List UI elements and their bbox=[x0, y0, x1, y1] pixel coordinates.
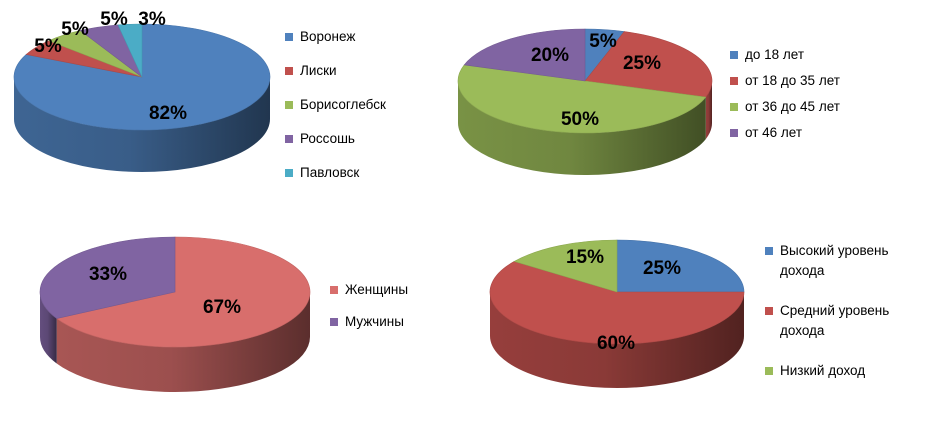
legend-item-slice-1: Мужчины bbox=[330, 314, 404, 329]
legend-label: Высокий уровень дохода bbox=[780, 243, 889, 278]
legend-item-slice-2: Низкий доход bbox=[765, 363, 865, 378]
legend-label: от 36 до 45 лет bbox=[745, 99, 840, 114]
legend-label: Лиски bbox=[300, 63, 337, 78]
legend-swatch bbox=[765, 247, 773, 255]
data-label-slice-2: 15% bbox=[566, 247, 604, 268]
legend-label: от 18 до 35 лет bbox=[745, 73, 840, 88]
data-label-slice-2: 5% bbox=[61, 19, 89, 40]
data-label-slice-1: 33% bbox=[89, 264, 127, 285]
pie-2-sides bbox=[458, 81, 712, 176]
pie-chart-2: 5% 25% 50% 20% до 18 лет от 18 до 35 лет от 36… bbox=[457, 28, 840, 176]
pie-chart-1: 82%5%5% 5% 3%ВоронежЛискиБорисоглебскРоссо… bbox=[13, 9, 386, 180]
legend-swatch bbox=[285, 67, 293, 75]
legend-item-18: до 18 лет bbox=[730, 47, 804, 62]
legend-item-36-45: от 36 до 45 лет bbox=[730, 99, 840, 114]
pie-slice-slice-0 bbox=[13, 23, 271, 131]
slice-side-slice-1 bbox=[490, 292, 744, 388]
legend-label: Низкий доход bbox=[780, 363, 865, 378]
slice-side-slice-0 bbox=[56, 292, 311, 393]
legend-swatch bbox=[765, 307, 773, 315]
pie-chart-3: 67% 33% Женщины Мужчины bbox=[39, 236, 408, 393]
legend-swatch bbox=[285, 135, 293, 143]
slice-side-36-45 bbox=[458, 81, 706, 176]
pie-slice-46 bbox=[463, 28, 586, 82]
legend-label: Средний уровень дохода bbox=[780, 303, 889, 338]
legend-1: Воронеж Лиски Борисоглебск Россошь Павловск bbox=[285, 29, 386, 180]
pie-1-sides bbox=[14, 77, 270, 172]
legend-item-slice-0: Воронеж bbox=[285, 29, 355, 44]
legend-swatch bbox=[330, 286, 338, 294]
legend-label: до 18 лет bbox=[745, 47, 804, 62]
slice-side-slice-0 bbox=[14, 77, 270, 172]
pie-slice-18-35 bbox=[584, 31, 713, 98]
legend-item-46: от 46 лет bbox=[730, 125, 802, 140]
data-label-slice-1: 5% bbox=[34, 36, 62, 57]
data-label-slice-0: 67% bbox=[203, 297, 241, 318]
legend-item-slice-1: Средний уровень дохода bbox=[765, 303, 889, 338]
legend-swatch bbox=[730, 77, 738, 85]
legend-swatch bbox=[285, 101, 293, 109]
pie-slice-slice-2 bbox=[513, 239, 618, 293]
legend-swatch bbox=[730, 51, 738, 59]
legend-label: от 46 лет bbox=[745, 125, 802, 140]
legend-2: до 18 лет от 18 до 35 лет от 36 до 45 лет о… bbox=[730, 47, 840, 140]
legend-swatch bbox=[330, 318, 338, 326]
pie-chart-4: 25% 60% 15% Высокий уровень дохода Средний ур… bbox=[489, 239, 889, 388]
legend-4: Высокий уровень дохода Средний уровень дохо… bbox=[765, 243, 889, 378]
pie-slice-slice-4 bbox=[117, 23, 143, 78]
legend-swatch bbox=[285, 169, 293, 177]
legend-label: Павловск bbox=[300, 165, 359, 180]
pie-slice-slice-0 bbox=[616, 239, 745, 293]
legend-swatch bbox=[730, 129, 738, 137]
legend-label: Мужчины bbox=[345, 314, 404, 329]
data-label-slice-0: 82% bbox=[149, 103, 187, 124]
legend-item-slice-2: Борисоглебск bbox=[285, 97, 386, 112]
pie-slice-36-45 bbox=[457, 64, 707, 134]
pie-3-sides bbox=[40, 292, 311, 393]
data-label-slice-0: 25% bbox=[643, 258, 681, 279]
legend-item-18-35: от 18 до 35 лет bbox=[730, 73, 840, 88]
legend-item-slice-1: Лиски bbox=[285, 63, 337, 78]
pie-slice-slice-1 bbox=[39, 236, 176, 319]
data-label-slice-1: 60% bbox=[597, 333, 635, 354]
legend-label: Борисоглебск bbox=[300, 97, 386, 112]
legend-item-slice-0: Женщины bbox=[330, 282, 408, 297]
data-label-18-35: 25% bbox=[623, 53, 661, 74]
legend-item-slice-4: Павловск bbox=[285, 165, 359, 180]
legend-item-slice-0: Высокий уровень дохода bbox=[765, 243, 889, 278]
legend-item-slice-3: Россошь bbox=[285, 131, 355, 146]
legend-label: Воронеж bbox=[300, 29, 355, 44]
legend-3: Женщины Мужчины bbox=[330, 282, 408, 329]
slice-side-18-35 bbox=[705, 81, 712, 140]
data-label-18: 5% bbox=[589, 31, 617, 52]
legend-swatch bbox=[765, 367, 773, 375]
legend-swatch bbox=[285, 33, 293, 41]
data-label-slice-3: 5% bbox=[100, 9, 128, 30]
slice-side-slice-1 bbox=[40, 292, 57, 364]
data-label-46: 20% bbox=[531, 45, 569, 66]
legend-label: Россошь bbox=[300, 131, 355, 146]
legend-swatch bbox=[730, 103, 738, 111]
legend-label: Женщины bbox=[345, 282, 408, 297]
pie-slice-slice-1 bbox=[489, 261, 745, 345]
pie-slice-slice-0 bbox=[55, 236, 311, 348]
pie-4-sides bbox=[490, 292, 744, 388]
data-label-36-45: 50% bbox=[561, 109, 599, 130]
data-label-slice-4: 3% bbox=[138, 9, 166, 30]
